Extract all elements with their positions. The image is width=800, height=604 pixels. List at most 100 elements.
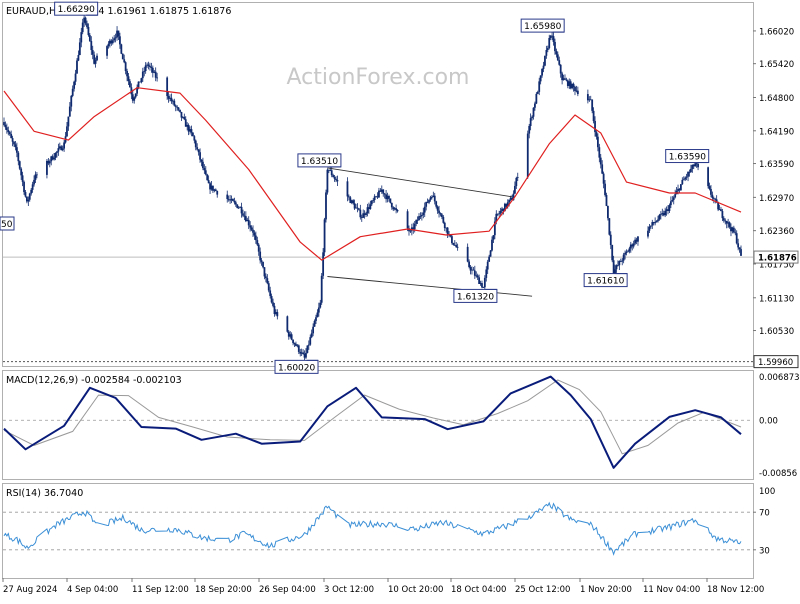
candle bbox=[326, 168, 329, 195]
candle bbox=[305, 348, 307, 360]
candle bbox=[566, 79, 569, 89]
candle bbox=[86, 20, 88, 29]
candle bbox=[353, 199, 356, 211]
candle bbox=[253, 230, 256, 240]
candle bbox=[297, 344, 300, 355]
candle bbox=[232, 198, 234, 202]
candle bbox=[58, 142, 61, 150]
candle bbox=[731, 226, 734, 234]
candle bbox=[366, 203, 369, 217]
candle bbox=[91, 45, 94, 60]
candle bbox=[629, 241, 632, 253]
candle bbox=[202, 157, 204, 171]
candle bbox=[17, 151, 20, 166]
macd-axis-tick-label: 0.00 bbox=[759, 417, 778, 427]
candle bbox=[34, 171, 37, 183]
candle bbox=[690, 164, 692, 173]
candle bbox=[678, 188, 681, 193]
candle bbox=[18, 160, 21, 171]
candle bbox=[347, 194, 350, 201]
candle bbox=[531, 115, 533, 121]
rsi-axis-tick-label: 100 bbox=[759, 487, 775, 497]
time-axis-label: 11 Nov 04:00 bbox=[643, 585, 700, 595]
candle bbox=[114, 33, 117, 43]
candle bbox=[601, 160, 604, 175]
candle bbox=[320, 273, 323, 305]
candle bbox=[379, 188, 382, 192]
candle bbox=[425, 201, 428, 211]
candle bbox=[725, 220, 728, 229]
candle bbox=[81, 18, 84, 35]
candle bbox=[27, 196, 30, 207]
candle bbox=[134, 93, 137, 99]
candle bbox=[615, 264, 618, 273]
candle bbox=[561, 71, 564, 85]
price-panel-frame bbox=[2, 2, 754, 367]
candle bbox=[249, 221, 252, 232]
candle bbox=[707, 166, 709, 189]
candle bbox=[315, 314, 317, 324]
candle bbox=[240, 202, 243, 218]
candle bbox=[608, 217, 611, 236]
candle bbox=[545, 45, 548, 59]
candle bbox=[535, 92, 538, 105]
rsi-plot bbox=[3, 501, 753, 556]
candle bbox=[468, 259, 470, 269]
candle bbox=[236, 204, 239, 209]
candle bbox=[734, 228, 737, 236]
candle bbox=[485, 266, 488, 282]
candle bbox=[166, 76, 169, 100]
candle bbox=[488, 254, 491, 262]
price-callout-label: 1.61320 bbox=[457, 292, 494, 302]
candle bbox=[177, 107, 180, 112]
candle bbox=[441, 213, 443, 220]
candle bbox=[549, 35, 552, 41]
candle bbox=[679, 184, 682, 191]
candle bbox=[312, 323, 315, 337]
candle bbox=[107, 41, 110, 49]
candle bbox=[429, 195, 432, 202]
candle bbox=[194, 139, 197, 151]
candle bbox=[144, 62, 147, 74]
candle bbox=[661, 208, 664, 217]
candle bbox=[181, 116, 184, 119]
candle bbox=[390, 202, 393, 210]
candle bbox=[442, 215, 445, 224]
candle bbox=[180, 111, 183, 121]
candle bbox=[317, 302, 320, 317]
candle bbox=[3, 117, 5, 127]
candle bbox=[325, 189, 327, 223]
price-callouts: 1.66290 1.60020 1.63510 1.61320 1.65980 1.616… bbox=[54, 1, 710, 374]
candle bbox=[735, 230, 738, 245]
candle bbox=[327, 169, 330, 174]
moving-average-line bbox=[3, 87, 742, 261]
candle bbox=[216, 190, 219, 198]
candle bbox=[204, 166, 207, 176]
candle bbox=[237, 205, 240, 210]
current-price-box bbox=[753, 250, 799, 264]
price-callout-label: 1.66290 bbox=[58, 5, 95, 15]
candle bbox=[11, 135, 14, 147]
candle bbox=[214, 188, 217, 192]
left-cut-label: 50 bbox=[1, 220, 13, 230]
candle bbox=[50, 155, 53, 166]
candle bbox=[273, 302, 276, 317]
rsi-line bbox=[3, 501, 742, 556]
candle bbox=[592, 107, 595, 124]
candle bbox=[289, 331, 292, 339]
candle bbox=[189, 126, 191, 135]
candle bbox=[140, 77, 143, 84]
candle bbox=[77, 50, 80, 62]
candle bbox=[730, 223, 732, 237]
price-axis-tick-label: 1.61130 bbox=[759, 294, 794, 304]
candle bbox=[213, 188, 216, 193]
candle bbox=[526, 130, 529, 179]
candle bbox=[657, 215, 659, 223]
candle bbox=[21, 171, 24, 187]
candle bbox=[54, 152, 57, 161]
axes: 1.66020 1.65420 1.64800 1.64190 1.63590 1.629… bbox=[2, 27, 800, 595]
time-axis-label: 10 Oct 20:00 bbox=[388, 585, 443, 595]
candle bbox=[422, 207, 425, 219]
channel-upper-trendline bbox=[327, 167, 513, 198]
candle bbox=[295, 341, 297, 347]
